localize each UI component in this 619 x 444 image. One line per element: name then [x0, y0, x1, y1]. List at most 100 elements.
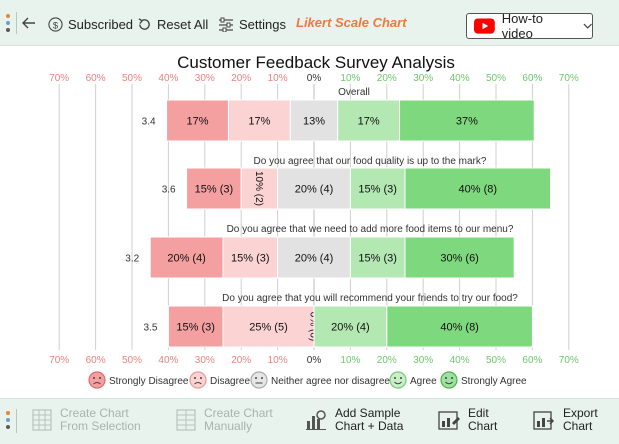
bar-data-label: 17% — [248, 116, 270, 128]
axis-tick-top: 10% — [268, 73, 288, 84]
add-sample-chart-button[interactable]: Add Sample Chart + Data — [305, 407, 403, 433]
axis-tick-bottom: 40% — [158, 355, 178, 366]
edit-chart-icon — [438, 411, 460, 430]
bottom-toolbar: Create Chart From Selection Create Chart… — [0, 398, 619, 444]
back-arrow-icon — [22, 17, 35, 29]
axis-tick-top: 10% — [340, 73, 360, 84]
axis-tick-top: 40% — [158, 73, 178, 84]
mean-score: 3.4 — [142, 117, 156, 128]
bar-data-label: 20% (4) — [331, 322, 370, 334]
create-selection-line1: Create Chart — [60, 406, 129, 420]
top-toolbar: $ Subscribed Reset All Settings Likert S… — [0, 0, 619, 46]
reset-all-button[interactable]: Reset All — [137, 17, 208, 32]
axis-tick-bottom: 10% — [340, 355, 360, 366]
axis-ticks-bottom: 70% 60% 50% 40% 30% 20% 10% 0% 10% 20% 30% 40% 50% 60… — [49, 355, 579, 366]
legend-item: Disagree — [189, 371, 250, 389]
bar-segment[interactable] — [167, 305, 224, 348]
bar-segment[interactable] — [349, 236, 406, 279]
bar-data-label: 40% (8) — [440, 322, 479, 334]
face-icon — [389, 371, 407, 389]
subscribed-label: Subscribed — [68, 17, 134, 32]
bar-segment[interactable] — [149, 236, 224, 279]
question-group: Do you agree that we need to add more fo… — [125, 224, 515, 279]
bar-data-label: 20% (4) — [295, 253, 334, 265]
export-chart-icon — [533, 411, 555, 430]
export-chart-line2: Chart — [563, 419, 593, 433]
export-chart-line1: Export — [563, 406, 598, 420]
bar-data-label: 30% (6) — [440, 253, 479, 265]
legend-item: Strongly Disagree — [88, 371, 189, 389]
bar-data-label: 20% (4) — [167, 253, 206, 265]
bar-segment[interactable] — [349, 167, 406, 210]
question-title: Do you agree that we need to add more fo… — [227, 224, 514, 235]
bar-data-label: 17% — [187, 116, 209, 128]
bar-segment[interactable] — [399, 99, 535, 142]
toolbar-divider — [16, 12, 17, 34]
axis-tick-top: 0% — [307, 73, 322, 84]
app-brand-title: Likert Scale Chart — [296, 15, 407, 30]
question-title: Overall — [338, 87, 370, 98]
bar-segment[interactable] — [222, 236, 279, 279]
chart-title: Customer Feedback Survey Analysis — [177, 53, 455, 72]
axis-ticks-top: 70% 60% 50% 40% 30% 20% 10% 0% 10% 20% 30% 40% 50% 60… — [49, 73, 579, 84]
bottom-menu-dots-icon[interactable] — [6, 411, 10, 432]
axis-tick-bottom: 40% — [450, 355, 470, 366]
bar-data-label: 15% (3) — [358, 253, 397, 265]
likert-chart: Customer Feedback Survey Analysis 70% 60%… — [49, 53, 579, 389]
edit-chart-button[interactable]: Edit Chart — [438, 407, 497, 433]
reset-all-label: Reset All — [157, 17, 209, 32]
bar-segment[interactable] — [404, 236, 515, 279]
menu-dots-icon[interactable] — [6, 14, 10, 35]
face-icon — [250, 371, 268, 389]
subscribed-button[interactable]: $ Subscribed — [48, 17, 133, 32]
svg-text:$: $ — [53, 20, 59, 30]
axis-tick-top: 20% — [231, 73, 251, 84]
bar-segment[interactable] — [222, 305, 315, 348]
axis-tick-top: 40% — [450, 73, 470, 84]
axis-tick-bottom: 20% — [377, 355, 397, 366]
chart-edit-icon — [176, 409, 196, 431]
bar-segment[interactable] — [277, 236, 351, 279]
face-icon — [189, 371, 207, 389]
bar-data-label: 15% (3) — [195, 184, 234, 196]
axis-tick-bottom: 60% — [86, 355, 106, 366]
bar-data-label: 15% (3) — [231, 253, 270, 265]
question-title: Do you agree that our food quality is up… — [254, 156, 487, 167]
back-button[interactable] — [22, 16, 41, 30]
bar-segment[interactable] — [386, 305, 533, 348]
settings-button[interactable]: Settings — [218, 17, 286, 32]
table-grid-icon — [32, 409, 52, 431]
bar-segment[interactable] — [289, 99, 339, 142]
mean-score: 3.2 — [125, 254, 139, 265]
bar-data-label: 0% (0) — [308, 312, 319, 341]
bar-groups: Overall 3.4 17% 17% 13% 17% 37% Do you agree th… — [125, 87, 552, 348]
mean-score: 3.6 — [162, 185, 176, 196]
legend-label: Neither agree nor disagree — [271, 376, 390, 387]
legend-item: Neither agree nor disagree — [250, 371, 390, 389]
create-chart-manually-button[interactable]: Create Chart Manually — [176, 407, 273, 433]
bar-segment[interactable] — [313, 305, 388, 348]
axis-tick-top: 60% — [86, 73, 106, 84]
face-icon — [440, 371, 458, 389]
question-title: Do you agree that you will recommend you… — [222, 293, 518, 304]
howto-video-label: How-to video — [501, 11, 543, 41]
axis-tick-bottom: 50% — [122, 355, 142, 366]
axis-tick-bottom: 70% — [559, 355, 579, 366]
export-chart-button[interactable]: Export Chart — [533, 407, 598, 433]
bar-segment[interactable] — [277, 167, 351, 210]
bar-segment[interactable] — [404, 167, 552, 210]
dollar-circle-icon: $ — [48, 17, 63, 32]
bar-data-label: 20% (4) — [295, 184, 334, 196]
bar-data-label: 13% — [303, 116, 325, 128]
create-chart-from-selection-button[interactable]: Create Chart From Selection — [32, 407, 141, 433]
bar-segment[interactable] — [337, 99, 401, 142]
legend-item: Agree — [389, 371, 437, 389]
bar-segment[interactable] — [186, 167, 242, 210]
howto-video-dropdown[interactable]: How-to video — [466, 11, 593, 41]
axis-tick-bottom: 70% — [49, 355, 69, 366]
chevron-down-icon — [583, 23, 592, 29]
axis-tick-top: 70% — [559, 73, 579, 84]
bottom-toolbar-divider — [16, 409, 17, 433]
bar-data-label: 25% (5) — [249, 322, 288, 334]
reset-icon — [138, 18, 150, 30]
